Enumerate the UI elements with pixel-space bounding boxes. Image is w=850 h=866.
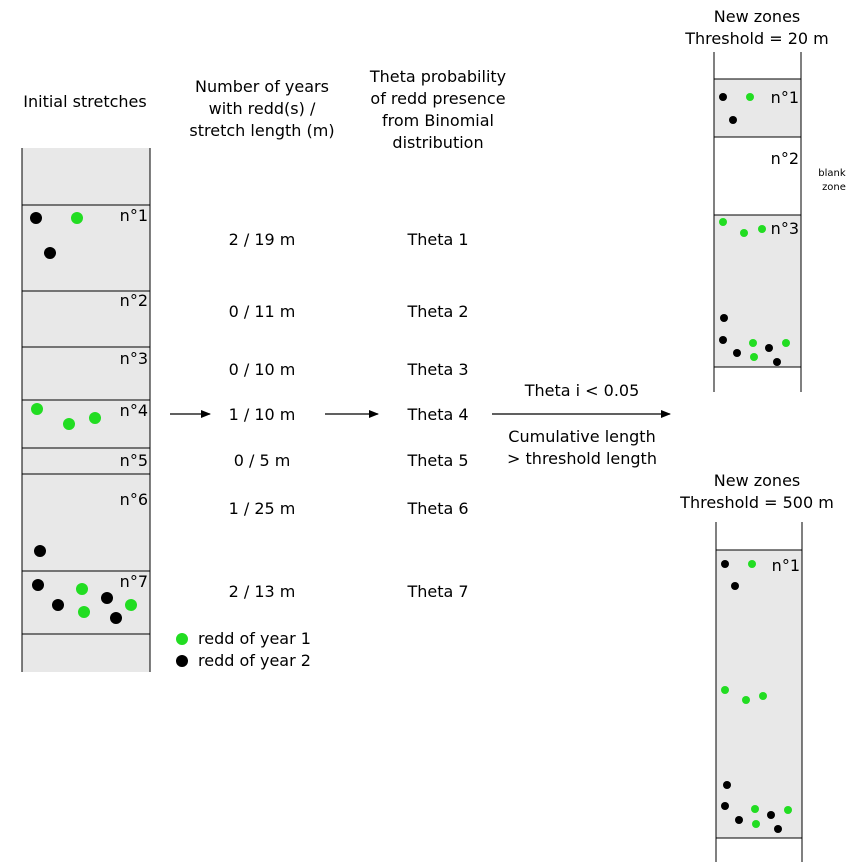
stretch-ratio: 2 / 19 m	[229, 230, 296, 249]
redd-year1-dot	[748, 560, 756, 568]
zones500-column: n°1	[715, 522, 803, 862]
redd-year1-dot	[740, 229, 748, 237]
redd-year1-dot	[125, 599, 137, 611]
rule-cumulative-line2: > threshold length	[507, 449, 657, 468]
stretch-ratio: 0 / 10 m	[229, 360, 296, 379]
stretch-ratio: 0 / 5 m	[234, 451, 291, 470]
theta-label: Theta 1	[406, 230, 468, 249]
header-theta-line3: from Binomial	[382, 111, 494, 130]
redd-year1-dot	[751, 805, 759, 813]
zone-label: n°3	[771, 219, 799, 238]
header-theta-line1: Theta probability	[369, 67, 506, 86]
theta-label: Theta 2	[406, 302, 468, 321]
redd-year2-dot	[34, 545, 46, 557]
zones20-title-line1: New zones	[714, 7, 801, 26]
redd-year2-dot	[735, 816, 743, 824]
stretch-label: n°6	[120, 490, 148, 509]
zone-label: n°2	[771, 149, 799, 168]
zones20-title-line2: Threshold = 20 m	[684, 29, 828, 48]
header-years-line3: stretch length (m)	[189, 121, 334, 140]
stretch-ratio: 1 / 25 m	[229, 499, 296, 518]
redd-year2-dot	[765, 344, 773, 352]
theta-label: Theta 3	[406, 360, 468, 379]
redd-year2-dot	[733, 349, 741, 357]
redd-year2-dot	[731, 582, 739, 590]
header-years-line2: with redd(s) /	[209, 99, 316, 118]
redd-year1-dot	[31, 403, 43, 415]
zones20-column: n°1 n°2 n°3	[713, 52, 802, 392]
stretch-ratio: 2 / 13 m	[229, 582, 296, 601]
legend: redd of year 1 redd of year 2	[176, 629, 311, 670]
redd-year1-dot	[63, 418, 75, 430]
stretch-label: n°4	[120, 401, 148, 420]
rule-condition: Theta i < 0.05	[524, 381, 640, 400]
redd-year1-dot	[742, 696, 750, 704]
header-initial-stretches: Initial stretches	[23, 92, 146, 111]
redd-year2-dot	[719, 93, 727, 101]
blank-zone-note-line1: blank	[818, 168, 846, 179]
zone-filled	[714, 79, 801, 137]
initial-stretches-column: n°1 n°2 n°3 n°4 n°5 n°6 n°7	[21, 148, 151, 672]
header-theta-line4: distribution	[392, 133, 483, 152]
zone-label: n°1	[772, 556, 800, 575]
theta-label: Theta 5	[406, 451, 468, 470]
redd-year1-dot	[749, 339, 757, 347]
redd-year1-dot	[719, 218, 727, 226]
legend-year2-swatch	[176, 655, 188, 667]
stretch-label: n°5	[120, 451, 148, 470]
stretch-ratio: 0 / 11 m	[229, 302, 296, 321]
redd-year2-dot	[729, 116, 737, 124]
redd-year1-dot	[746, 93, 754, 101]
redd-year2-dot	[723, 781, 731, 789]
blank-zone-note-line2: zone	[822, 182, 846, 193]
redd-year2-dot	[774, 825, 782, 833]
theta-label: Theta 6	[406, 499, 468, 518]
redd-year2-dot	[30, 212, 42, 224]
theta-label: Theta 4	[406, 405, 468, 424]
redd-year1-dot	[782, 339, 790, 347]
stretch-label: n°7	[120, 572, 148, 591]
redd-year1-dot	[784, 806, 792, 814]
redd-year2-dot	[767, 811, 775, 819]
legend-year2-label: redd of year 2	[198, 651, 311, 670]
redd-year2-dot	[773, 358, 781, 366]
redd-year2-dot	[44, 247, 56, 259]
legend-year1-label: redd of year 1	[198, 629, 311, 648]
header-years-line1: Number of years	[195, 77, 329, 96]
stretch-label: n°1	[120, 206, 148, 225]
redd-year2-dot	[52, 599, 64, 611]
redd-year2-dot	[110, 612, 122, 624]
redd-year2-dot	[32, 579, 44, 591]
legend-year1-swatch	[176, 633, 188, 645]
redd-year1-dot	[750, 353, 758, 361]
stretch-ratio: 1 / 10 m	[229, 405, 296, 424]
zones500-title-line2: Threshold = 500 m	[679, 493, 834, 512]
header-theta-line2: of redd presence	[370, 89, 505, 108]
redd-year2-dot	[720, 314, 728, 322]
redd-year1-dot	[78, 606, 90, 618]
zones500-title-line1: New zones	[714, 471, 801, 490]
redd-year1-dot	[721, 686, 729, 694]
theta-label: Theta 7	[406, 582, 468, 601]
zone-label: n°1	[771, 88, 799, 107]
stretch-label: n°2	[120, 291, 148, 310]
rule-cumulative-line1: Cumulative length	[508, 427, 655, 446]
redd-year1-dot	[758, 225, 766, 233]
redd-year2-dot	[721, 560, 729, 568]
redd-year1-dot	[752, 820, 760, 828]
stretch-label: n°3	[120, 349, 148, 368]
redd-year1-dot	[71, 212, 83, 224]
redd-year2-dot	[101, 592, 113, 604]
redd-year1-dot	[76, 583, 88, 595]
redd-year1-dot	[759, 692, 767, 700]
redd-year1-dot	[89, 412, 101, 424]
redd-year2-dot	[721, 802, 729, 810]
redd-year2-dot	[719, 336, 727, 344]
zone-filled	[716, 550, 802, 838]
